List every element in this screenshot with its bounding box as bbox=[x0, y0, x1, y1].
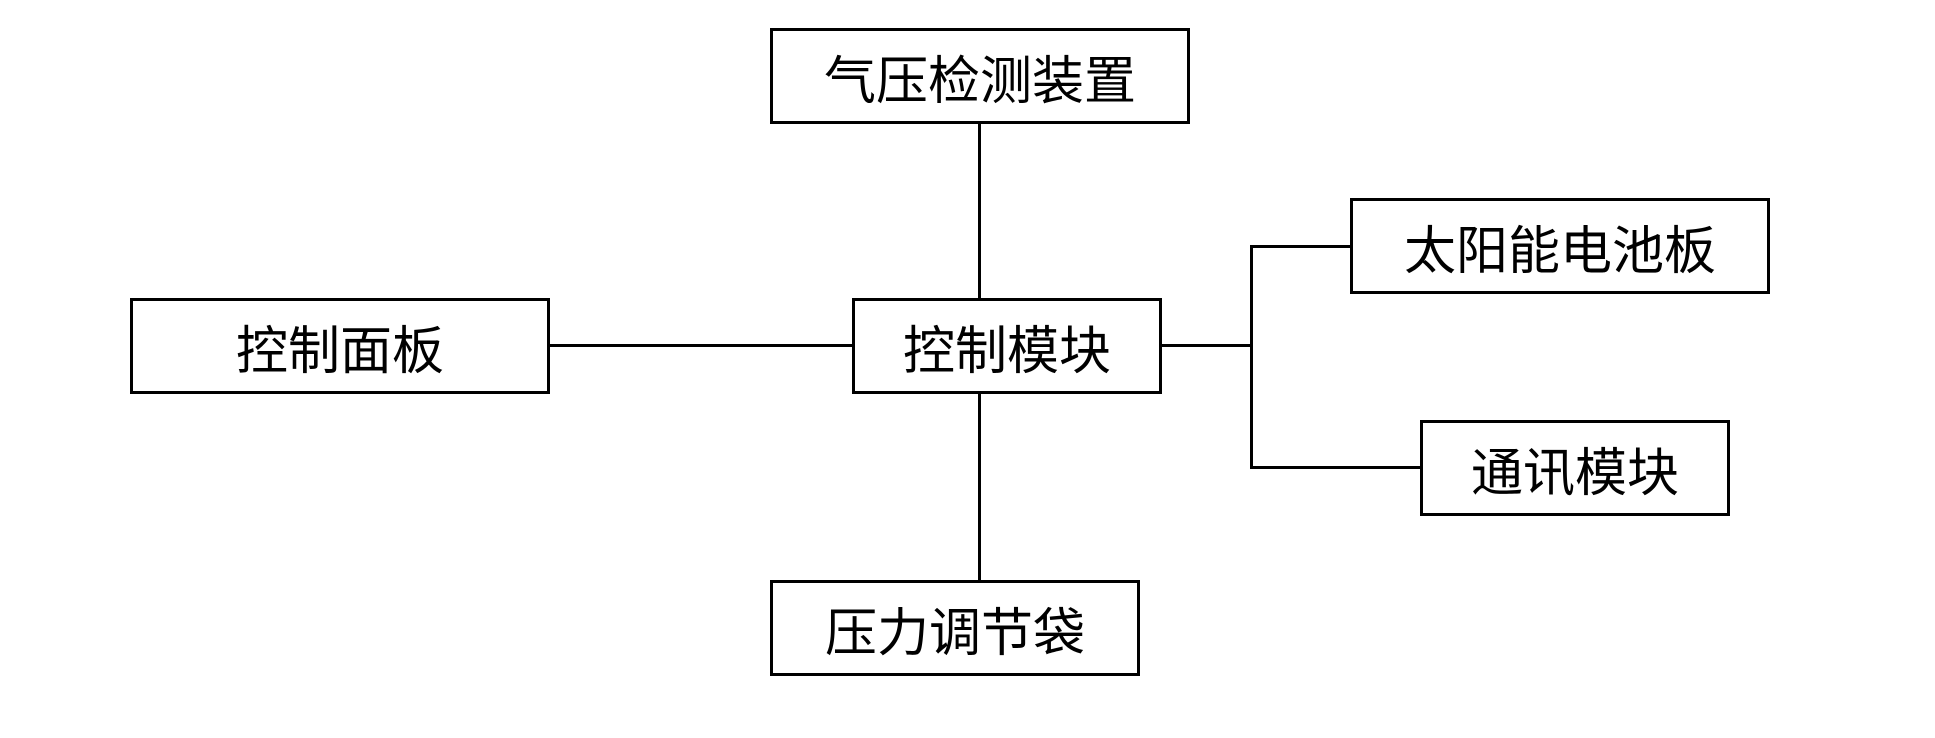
node-control-module: 控制模块 bbox=[852, 298, 1162, 394]
edge-right-upper-horiz bbox=[1250, 245, 1350, 248]
node-label: 控制面板 bbox=[236, 309, 444, 384]
edge-center-top bbox=[978, 124, 981, 298]
edge-right-lower-horiz bbox=[1250, 466, 1420, 469]
node-label: 通讯模块 bbox=[1471, 431, 1679, 506]
edge-right-upper-vert bbox=[1250, 245, 1253, 347]
edge-center-bottom bbox=[978, 394, 981, 580]
node-label: 压力调节袋 bbox=[825, 591, 1085, 666]
node-label: 气压检测装置 bbox=[824, 39, 1136, 114]
node-control-panel: 控制面板 bbox=[130, 298, 550, 394]
node-pressure-bag: 压力调节袋 bbox=[770, 580, 1140, 676]
node-label: 控制模块 bbox=[903, 309, 1111, 384]
node-pressure-detection: 气压检测装置 bbox=[770, 28, 1190, 124]
node-solar-panel: 太阳能电池板 bbox=[1350, 198, 1770, 294]
node-label: 太阳能电池板 bbox=[1404, 209, 1716, 284]
edge-center-right-stub bbox=[1162, 344, 1252, 347]
edge-right-lower-vert bbox=[1250, 344, 1253, 468]
edge-center-left bbox=[550, 344, 852, 347]
node-communication: 通讯模块 bbox=[1420, 420, 1730, 516]
